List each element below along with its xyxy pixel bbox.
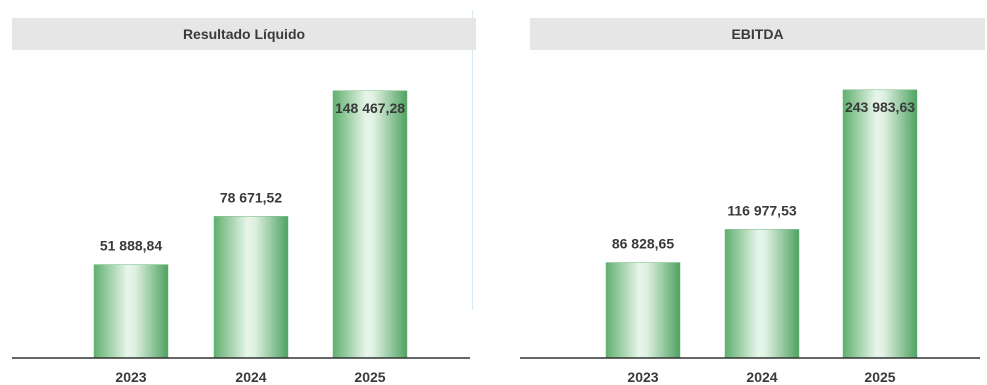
chart-title-ebitda: EBITDA xyxy=(530,18,985,50)
chart-resultado: 51 888,84 2023 78 671,52 2024 148 467,28 2025 xyxy=(12,90,470,385)
data-label-2023: 51 888,84 xyxy=(100,238,162,254)
chart-panel-resultado: Resultado Líquido 51 888,84 2023 78 671,52… xyxy=(0,0,480,385)
data-label-2024: 78 671,52 xyxy=(220,189,282,205)
x-tick-label-2023: 2023 xyxy=(627,369,658,385)
chart-title-resultado: Resultado Líquido xyxy=(12,18,476,50)
bar-2023 xyxy=(605,262,681,359)
data-label-2023: 86 828,65 xyxy=(612,236,674,252)
bar-2023 xyxy=(93,264,169,359)
panel-divider xyxy=(472,10,473,310)
x-tick-label-2024: 2024 xyxy=(235,369,266,385)
data-label-2025: 243 983,63 xyxy=(845,99,915,115)
bar-2024 xyxy=(213,216,289,359)
chart-ebitda: 86 828,65 2023 116 977,53 2024 243 983,63 202… xyxy=(520,89,980,385)
data-label-2024: 116 977,53 xyxy=(727,202,797,218)
bar-2025 xyxy=(842,89,918,359)
x-tick-label-2023: 2023 xyxy=(115,369,146,385)
bar-2024 xyxy=(724,229,800,359)
x-tick-label-2024: 2024 xyxy=(746,369,777,385)
data-label-2025: 148 467,28 xyxy=(335,100,405,116)
chart-panel-ebitda: EBITDA 86 828,65 2023 116 977,53 2024 243 98… xyxy=(500,0,987,385)
x-tick-label-2025: 2025 xyxy=(864,369,895,385)
x-tick-label-2025: 2025 xyxy=(354,369,385,385)
bar-2025 xyxy=(332,90,408,359)
